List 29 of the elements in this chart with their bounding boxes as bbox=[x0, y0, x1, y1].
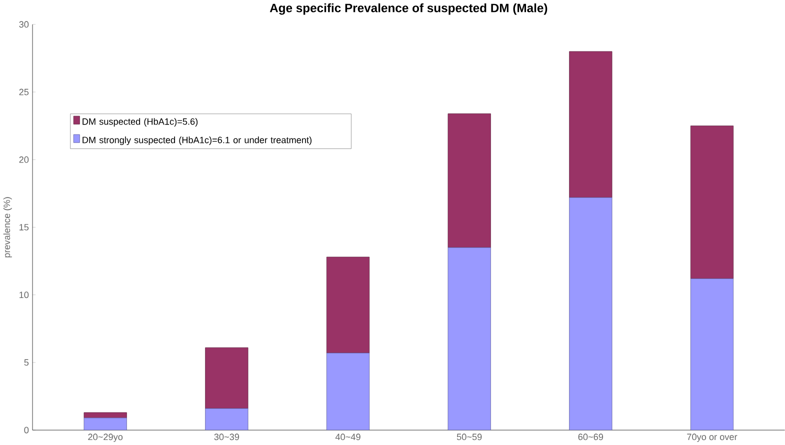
bar bbox=[690, 125, 734, 279]
bar bbox=[569, 197, 612, 430]
x-tick-label: 40~49 bbox=[335, 434, 360, 440]
y-tick-label: 5 bbox=[24, 359, 29, 366]
bar bbox=[569, 51, 612, 198]
x-tick-label: 50~59 bbox=[456, 434, 482, 440]
y-axis-title: prevalence (%) bbox=[3, 197, 12, 258]
y-tick-label: 30 bbox=[19, 21, 29, 28]
bar bbox=[690, 278, 734, 430]
bar bbox=[448, 247, 491, 430]
bar bbox=[205, 408, 248, 430]
y-tick-label: 20 bbox=[19, 156, 29, 163]
x-tick-label: 60~69 bbox=[578, 434, 604, 440]
legend-label: DM suspected (HbA1c)=5.6) bbox=[82, 118, 198, 126]
bar bbox=[84, 418, 127, 430]
bar bbox=[84, 412, 127, 418]
y-tick-label: 10 bbox=[20, 291, 29, 298]
x-tick-label: 30~39 bbox=[214, 434, 240, 440]
bar bbox=[326, 352, 370, 430]
x-tick-label: 70yo or over bbox=[687, 434, 738, 442]
y-tick-label: 15 bbox=[20, 224, 29, 230]
y-tick-label: 25 bbox=[19, 88, 29, 96]
legend-label: DM strongly suspected (HbA1c)=6.1 or under treatment) bbox=[82, 136, 312, 145]
x-tick-label: 20~29yo bbox=[88, 434, 123, 442]
bar bbox=[448, 113, 491, 248]
bar bbox=[326, 256, 370, 354]
chart-title: Age specific Prevalence of suspected DM (Male) bbox=[270, 3, 548, 15]
y-tick-label: 0 bbox=[24, 426, 29, 434]
bar bbox=[205, 347, 248, 409]
